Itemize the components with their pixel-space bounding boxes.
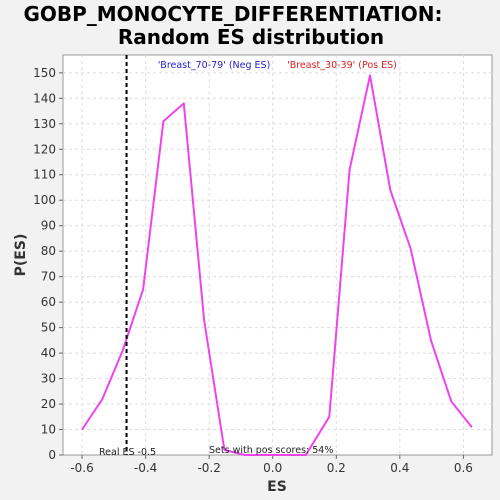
series-point — [142, 288, 144, 290]
y-tick-label: 150 — [33, 66, 56, 80]
y-tick-label: 140 — [33, 91, 56, 105]
chart-title-line1: GOBP_MONOCYTE_DIFFERENTIATION: — [23, 2, 442, 26]
series-point — [223, 449, 225, 451]
y-tick-label: 110 — [33, 168, 56, 182]
y-axis-label: P(ES) — [13, 234, 29, 277]
y-tick-label: 10 — [41, 423, 56, 437]
series-point — [305, 454, 307, 456]
x-tick-label: 0.2 — [327, 461, 346, 475]
series-point — [244, 454, 246, 456]
series-point — [183, 102, 185, 104]
y-tick-label: 30 — [41, 372, 56, 386]
x-tick-label: -0.2 — [197, 461, 220, 475]
y-tick-label: 50 — [41, 321, 56, 335]
x-tick-label: -0.4 — [134, 461, 157, 475]
y-tick-label: 90 — [41, 219, 56, 233]
series-point — [389, 189, 391, 191]
y-tick-label: 100 — [33, 193, 56, 207]
series-point — [203, 319, 205, 321]
y-tick-label: 60 — [41, 295, 56, 309]
series-point — [349, 169, 351, 171]
y-tick-label: 120 — [33, 142, 56, 156]
series-point — [369, 74, 371, 76]
y-tick-label: 130 — [33, 117, 56, 131]
legend-pos-es: 'Breast_30-39' (Pos ES) — [287, 60, 397, 71]
real-es-annotation: Real ES -0.5 — [99, 447, 156, 458]
axes: 0 10 20 30 40 50 60 70 80 90 100 110 120 130 140 150 -0.… — [33, 66, 473, 475]
y-tick-label: 80 — [41, 244, 56, 258]
y-tick-label: 20 — [41, 397, 56, 411]
grid-lines — [63, 55, 492, 455]
pos-scores-annotation: Sets with pos scores: 54% — [209, 445, 333, 456]
series-point — [450, 400, 452, 403]
y-tick-label: 40 — [41, 346, 56, 360]
plot-area — [62, 54, 493, 456]
series-point — [264, 454, 266, 456]
legend-neg-es: 'Breast_70-79' (Neg ES) — [158, 60, 271, 71]
x-tick-label: 0.4 — [390, 461, 409, 475]
x-tick-label: -0.6 — [70, 461, 93, 475]
series-point — [81, 428, 83, 431]
x-tick-label: 0.0 — [263, 461, 282, 475]
series-layer — [81, 74, 473, 456]
x-tick-label: 0.6 — [454, 461, 473, 475]
series-point — [430, 339, 432, 341]
x-axis-label: ES — [267, 479, 287, 495]
series-point — [471, 426, 473, 428]
series-point — [162, 120, 164, 122]
series-point — [122, 349, 124, 352]
series-point — [410, 248, 412, 250]
y-tick-label: 70 — [41, 270, 56, 284]
chart-title-line2: Random ES distribution — [118, 25, 384, 49]
series-line — [81, 74, 473, 456]
series-point — [101, 398, 103, 400]
series-point — [284, 454, 286, 456]
series-point — [328, 416, 330, 418]
y-tick-label: 0 — [48, 448, 56, 462]
